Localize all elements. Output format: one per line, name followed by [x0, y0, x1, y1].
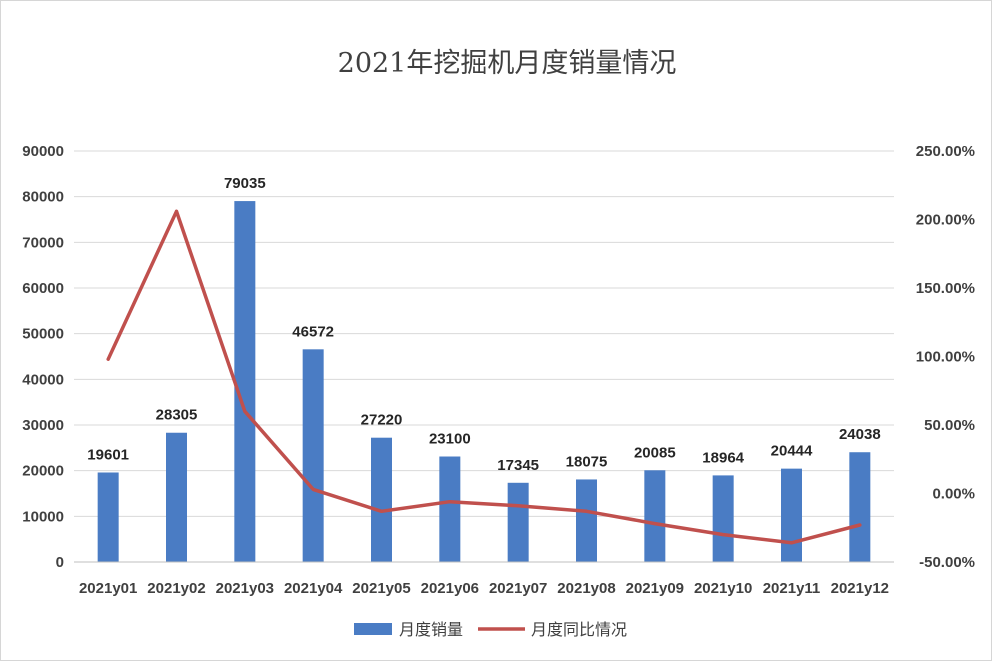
right-tick-label: 0.00% — [932, 486, 975, 503]
gridlines — [74, 150, 894, 517]
right-tick-label: 200.00% — [916, 212, 975, 229]
bar-data-label: 19601 — [87, 446, 129, 463]
line-point — [516, 504, 520, 508]
bar — [781, 468, 802, 562]
x-tick-label: 2021y06 — [421, 580, 479, 597]
left-tick-label: 70000 — [22, 234, 64, 251]
bar-data-label: 27220 — [361, 412, 403, 429]
x-tick-label: 2021y12 — [831, 580, 889, 597]
bar — [439, 456, 461, 562]
left-tick-label: 60000 — [22, 280, 64, 297]
bar-data-label: 46572 — [292, 323, 334, 340]
bar-data-label: 24038 — [839, 426, 881, 443]
x-tick-label: 2021y08 — [557, 580, 615, 597]
chart-title: 2021年挖掘机月度销量情况 — [338, 48, 677, 79]
line-point — [311, 487, 315, 491]
legend-bar-swatch — [354, 623, 392, 635]
left-tick-label: 50000 — [22, 326, 64, 343]
legend-line-label: 月度同比情况 — [531, 620, 627, 639]
left-tick-label: 0 — [56, 554, 64, 571]
bar — [576, 479, 597, 562]
line-point — [585, 509, 588, 513]
line-point — [858, 523, 862, 527]
bar — [166, 432, 187, 562]
bar — [302, 349, 324, 562]
bar-data-label: 20444 — [771, 443, 813, 460]
right-tick-label: -50.00% — [919, 554, 975, 571]
x-tick-label: 2021y05 — [352, 580, 410, 597]
line-series — [106, 209, 862, 545]
line-point — [448, 500, 452, 504]
right-axis: -50.00% 0.00% 50.00% 100.00% 150.00% 200.00% 2… — [916, 143, 975, 571]
x-tick-label: 2021y10 — [694, 580, 752, 597]
right-tick-label: 250.00% — [916, 143, 975, 160]
bar-data-label: 18075 — [566, 453, 608, 470]
line-series-path — [106, 209, 862, 545]
x-axis: 2021y01 2021y02 2021y03 2021y04 2021y05 2021y… — [74, 561, 894, 597]
left-tick-label: 80000 — [22, 189, 64, 206]
x-tick-label: 2021y11 — [763, 580, 821, 597]
right-tick-label: 100.00% — [916, 349, 975, 366]
bar-data-label: 18964 — [702, 449, 744, 466]
bar-series — [97, 201, 871, 563]
line-point — [243, 409, 247, 413]
bar-data-label: 79035 — [224, 175, 266, 192]
bar-data-label: 28305 — [156, 407, 198, 424]
bar-data-labels: 19601 28305 79035 46572 27220 23100 17345 18075… — [87, 175, 880, 474]
right-tick-label: 50.00% — [924, 417, 975, 434]
line-point — [175, 209, 178, 213]
legend: 月度销量 月度同比情况 — [354, 620, 627, 639]
x-tick-label: 2021y07 — [489, 580, 547, 597]
line-point — [106, 357, 110, 361]
x-tick-label: 2021y01 — [79, 580, 137, 597]
bar — [712, 475, 734, 562]
left-tick-label: 30000 — [22, 417, 64, 434]
x-tick-label: 2021y09 — [626, 580, 684, 597]
line-point — [380, 509, 383, 513]
x-tick-label: 2021y03 — [216, 580, 274, 597]
bar — [234, 201, 256, 563]
bar — [644, 470, 666, 562]
bar-data-label: 20085 — [634, 444, 676, 461]
bar — [97, 472, 119, 562]
bar — [371, 437, 392, 562]
left-tick-label: 90000 — [22, 143, 64, 160]
line-point — [653, 522, 657, 526]
bar-data-label: 23100 — [429, 431, 471, 448]
line-point — [721, 533, 725, 537]
bar-data-label: 17345 — [497, 457, 539, 474]
x-tick-label: 2021y02 — [147, 580, 205, 597]
left-tick-label: 10000 — [22, 508, 64, 525]
left-tick-label: 20000 — [22, 463, 64, 480]
left-tick-label: 40000 — [22, 371, 64, 388]
legend-bar-label: 月度销量 — [399, 620, 463, 639]
bar — [507, 482, 529, 562]
bar — [849, 452, 871, 562]
right-tick-label: 150.00% — [916, 280, 975, 297]
line-point — [790, 541, 793, 545]
left-axis: 0 10000 20000 30000 40000 50000 60000 70000 8000… — [22, 143, 64, 571]
x-tick-label: 2021y04 — [284, 580, 343, 597]
